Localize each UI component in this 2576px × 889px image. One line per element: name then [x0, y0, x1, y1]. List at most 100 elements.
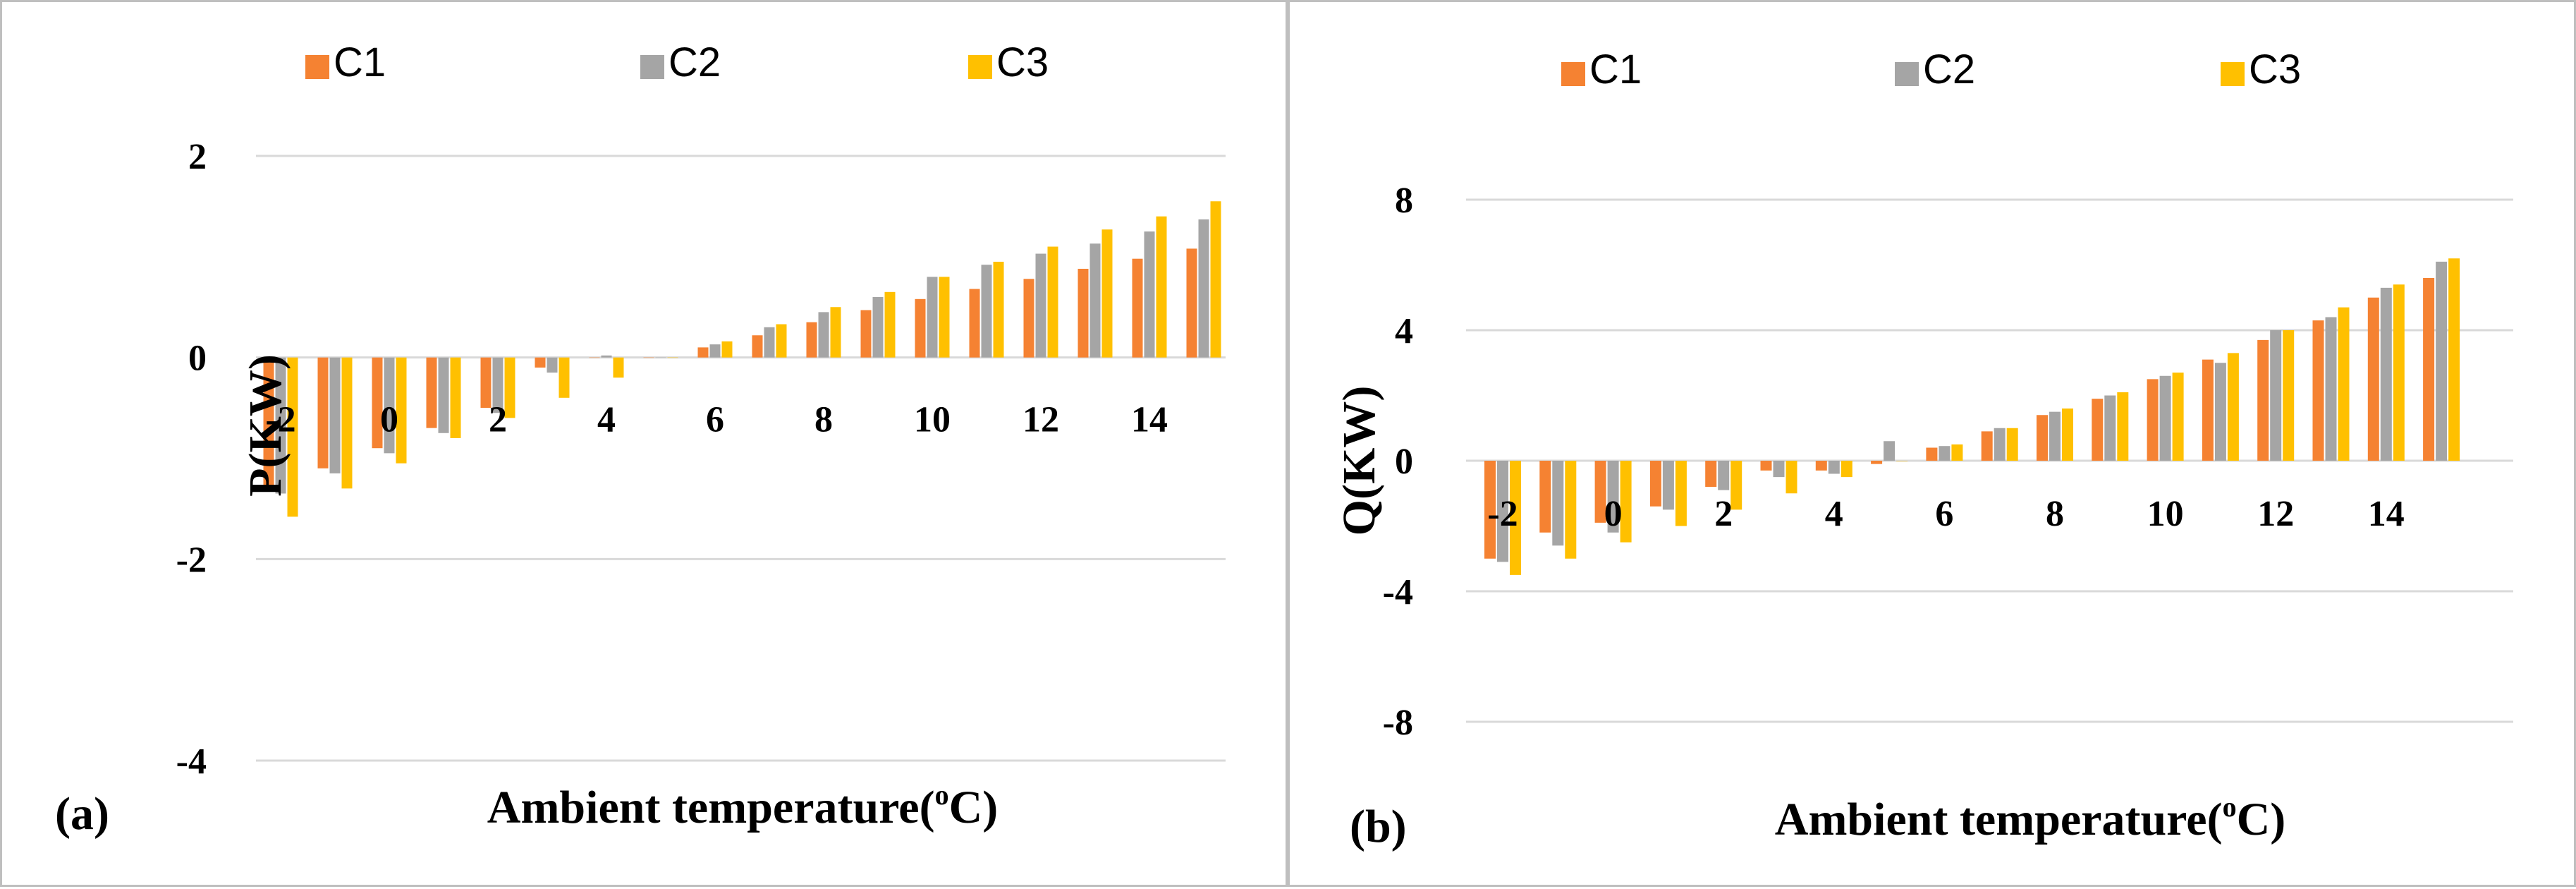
bar-a-c2: [1089, 243, 1101, 358]
bar-a-c1: [752, 335, 763, 358]
bar-b-c1: [1594, 461, 1606, 523]
legend-label-a-c1: C1: [334, 40, 386, 85]
bar-b-c2: [1552, 461, 1564, 546]
bar-b-c2: [1497, 461, 1508, 562]
bar-b-c3: [2338, 307, 2350, 461]
bar-a-c2: [1198, 219, 1209, 358]
y-tick-label-b: -8: [1383, 703, 1413, 743]
bar-a-c1: [1186, 248, 1197, 358]
bar-b-c1: [2257, 339, 2269, 461]
y-tick-label-b: -4: [1383, 572, 1413, 612]
bar-b-c3: [2448, 258, 2460, 461]
legend-label-b-c1: C1: [1589, 47, 1642, 92]
bar-a-c1: [860, 310, 872, 358]
bar-b-c2: [1994, 428, 2006, 461]
x-tick-label-a: 6: [706, 400, 724, 440]
bar-b-c3: [2227, 353, 2239, 461]
bar-a-c1: [915, 298, 926, 358]
bar-b-c2: [1773, 461, 1785, 478]
panel-a: 2 0 -2 -4 -2 0 2 4 6 8 10 12 14 C1 C2 C3 P(KW) Ambient te…: [0, 0, 1288, 887]
y-axis-title-a: P(KW): [240, 354, 291, 497]
bar-a-c3: [1101, 229, 1113, 358]
y-axis-title-b: Q(KW): [1333, 386, 1385, 536]
bar-b-c2: [1662, 461, 1674, 510]
legend-swatch-b-c1: [1561, 62, 1585, 86]
bar-a-c3: [1156, 216, 1167, 358]
x-tick-label-b: -2: [1487, 494, 1518, 534]
x-tick-label-a: 2: [489, 400, 507, 440]
x-tick-label-b: 2: [1714, 494, 1733, 534]
bar-a-c2: [981, 265, 992, 358]
bar-b-c1: [1539, 461, 1551, 533]
bar-b-c3: [1951, 444, 1963, 461]
bar-a-c1: [969, 289, 980, 358]
legend-label-b-c2: C2: [1923, 47, 1975, 92]
y-tick-label-b: 0: [1395, 442, 1413, 482]
bar-b-c1: [2367, 297, 2379, 461]
bar-a-c1: [480, 357, 492, 409]
bar-a-c1: [806, 322, 817, 358]
bar-a-c3: [287, 357, 298, 517]
bar-a-c3: [450, 357, 461, 438]
bar-b-c1: [1871, 461, 1883, 464]
x-tick-label-a: 14: [1131, 400, 1168, 440]
bar-a-c1: [372, 357, 383, 449]
bar-a-c2: [601, 355, 612, 358]
bar-a-c1: [1023, 279, 1034, 358]
bar-b-c3: [2172, 373, 2184, 461]
bar-b-c2: [2436, 261, 2448, 461]
bar-a-c2: [818, 312, 829, 358]
bar-b-c2: [2214, 363, 2226, 461]
bar-b-c2: [2159, 375, 2171, 461]
y-tick-label-a: -2: [176, 540, 207, 580]
bar-a-c3: [776, 324, 787, 358]
bar-b-c2: [1718, 461, 1730, 490]
bar-a-c1: [426, 357, 437, 428]
bar-a-c2: [764, 327, 775, 358]
bar-a-c3: [993, 261, 1004, 358]
y-tick-label-a: 2: [188, 137, 207, 177]
x-tick-label-b: 6: [1935, 494, 1953, 534]
legend-swatch-a-c1: [305, 55, 329, 79]
bar-b-c1: [2037, 415, 2048, 461]
x-tick-label-b: 0: [1604, 494, 1623, 534]
panel-label-b: (b): [1350, 801, 1407, 852]
bar-a-c1: [263, 357, 274, 489]
bar-b-c3: [2062, 409, 2073, 461]
bar-b-c1: [1484, 461, 1496, 559]
legend-label-a-c2: C2: [669, 40, 721, 85]
bar-a-c3: [884, 291, 896, 358]
bar-b-c2: [2270, 330, 2282, 461]
bar-a-c1: [1132, 258, 1143, 358]
bar-b-c1: [1815, 461, 1827, 471]
legend-label-a-c3: C3: [996, 40, 1049, 85]
x-axis-title-text-a: Ambient temperature(: [487, 782, 935, 833]
bar-b-c1: [2423, 278, 2435, 461]
bar-a-c1: [317, 357, 329, 468]
bar-a-c2: [927, 277, 938, 358]
y-tick-label-a: -4: [176, 742, 207, 782]
bar-a-c3: [341, 357, 353, 489]
chart-a-svg: 2 0 -2 -4 -2 0 2 4 6 8 10 12 14 C1 C2 C3 P(KW) Ambient te…: [55, 40, 1226, 840]
bar-a-c3: [504, 357, 515, 418]
bar-a-c2: [329, 357, 341, 473]
bar-a-c1: [535, 357, 546, 368]
bar-b-c2: [1828, 461, 1840, 474]
bar-a-c2: [709, 344, 721, 358]
bar-b-c3: [1675, 461, 1687, 526]
bar-b-c2: [2049, 411, 2061, 461]
bar-a-c2: [1035, 253, 1046, 358]
x-axis-title-sup-a: o: [935, 779, 949, 811]
bar-b-c1: [1926, 447, 1938, 461]
x-tick-label-a: 8: [814, 400, 833, 440]
bar-a-c2: [275, 357, 286, 494]
bar-a-c3: [613, 357, 624, 378]
y-tick-label-b: 8: [1395, 181, 1413, 221]
bar-a-c2: [438, 357, 449, 433]
legend-swatch-b-c2: [1895, 62, 1919, 86]
panel-b: 8 4 0 -4 -8 -2 0 2 4 6 8 10 12 14 C1 C2 C3 Q(KW) Ambient t…: [1288, 0, 2576, 887]
bar-b-c3: [2006, 428, 2018, 461]
legend-label-b-c3: C3: [2249, 47, 2301, 92]
bar-a-c1: [697, 347, 709, 358]
x-axis-title-sup-b: o: [2223, 791, 2237, 823]
